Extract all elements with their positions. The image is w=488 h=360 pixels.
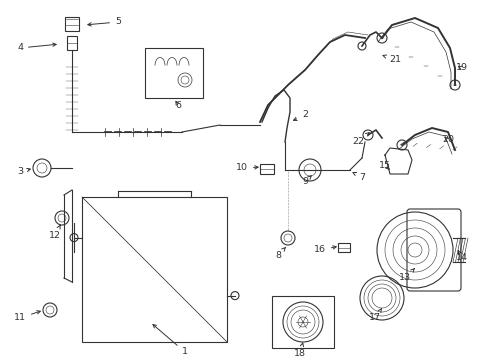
Bar: [65, 17, 79, 31]
Text: 8: 8: [274, 247, 285, 260]
Text: 7: 7: [352, 172, 364, 181]
Bar: [67, 36, 77, 50]
Text: 6: 6: [175, 100, 181, 109]
Text: 12: 12: [49, 225, 61, 239]
Text: 13: 13: [398, 269, 414, 283]
Text: 10: 10: [236, 163, 258, 172]
Bar: [82, 197, 226, 342]
Text: 17: 17: [368, 309, 381, 323]
Bar: [145, 48, 203, 98]
Text: 20: 20: [441, 135, 453, 144]
Text: 18: 18: [293, 343, 305, 359]
Text: 19: 19: [455, 63, 467, 72]
Text: 14: 14: [455, 251, 467, 262]
Bar: [271, 296, 333, 348]
Text: 15: 15: [378, 161, 390, 170]
Text: 4: 4: [17, 43, 56, 53]
Text: 5: 5: [88, 18, 121, 27]
Text: 16: 16: [313, 246, 336, 255]
Bar: [260, 164, 273, 174]
Text: 21: 21: [382, 55, 400, 64]
Text: 1: 1: [153, 324, 187, 356]
Text: 22: 22: [351, 132, 368, 147]
Bar: [337, 243, 349, 252]
Text: 11: 11: [14, 311, 40, 323]
Text: 2: 2: [293, 111, 307, 121]
Text: 3: 3: [17, 167, 30, 176]
Text: 9: 9: [302, 176, 311, 186]
